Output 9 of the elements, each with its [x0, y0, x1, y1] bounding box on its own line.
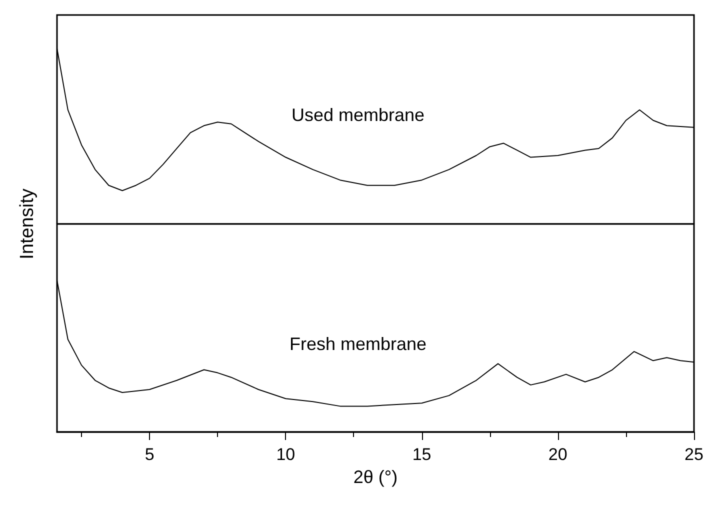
series-label: Used membrane [291, 105, 425, 125]
text: Fresh membrane [289, 334, 427, 354]
y-axis-title: Intensity [17, 188, 39, 260]
x-tick-label: 5 [144, 445, 154, 464]
x-tick-label: 15 [412, 445, 432, 464]
x-axis-title: 2θ (°) [353, 466, 398, 487]
x-tick-label: 10 [276, 445, 296, 464]
x-tick-label: 25 [684, 445, 704, 464]
x-tick-label: 20 [548, 445, 568, 464]
